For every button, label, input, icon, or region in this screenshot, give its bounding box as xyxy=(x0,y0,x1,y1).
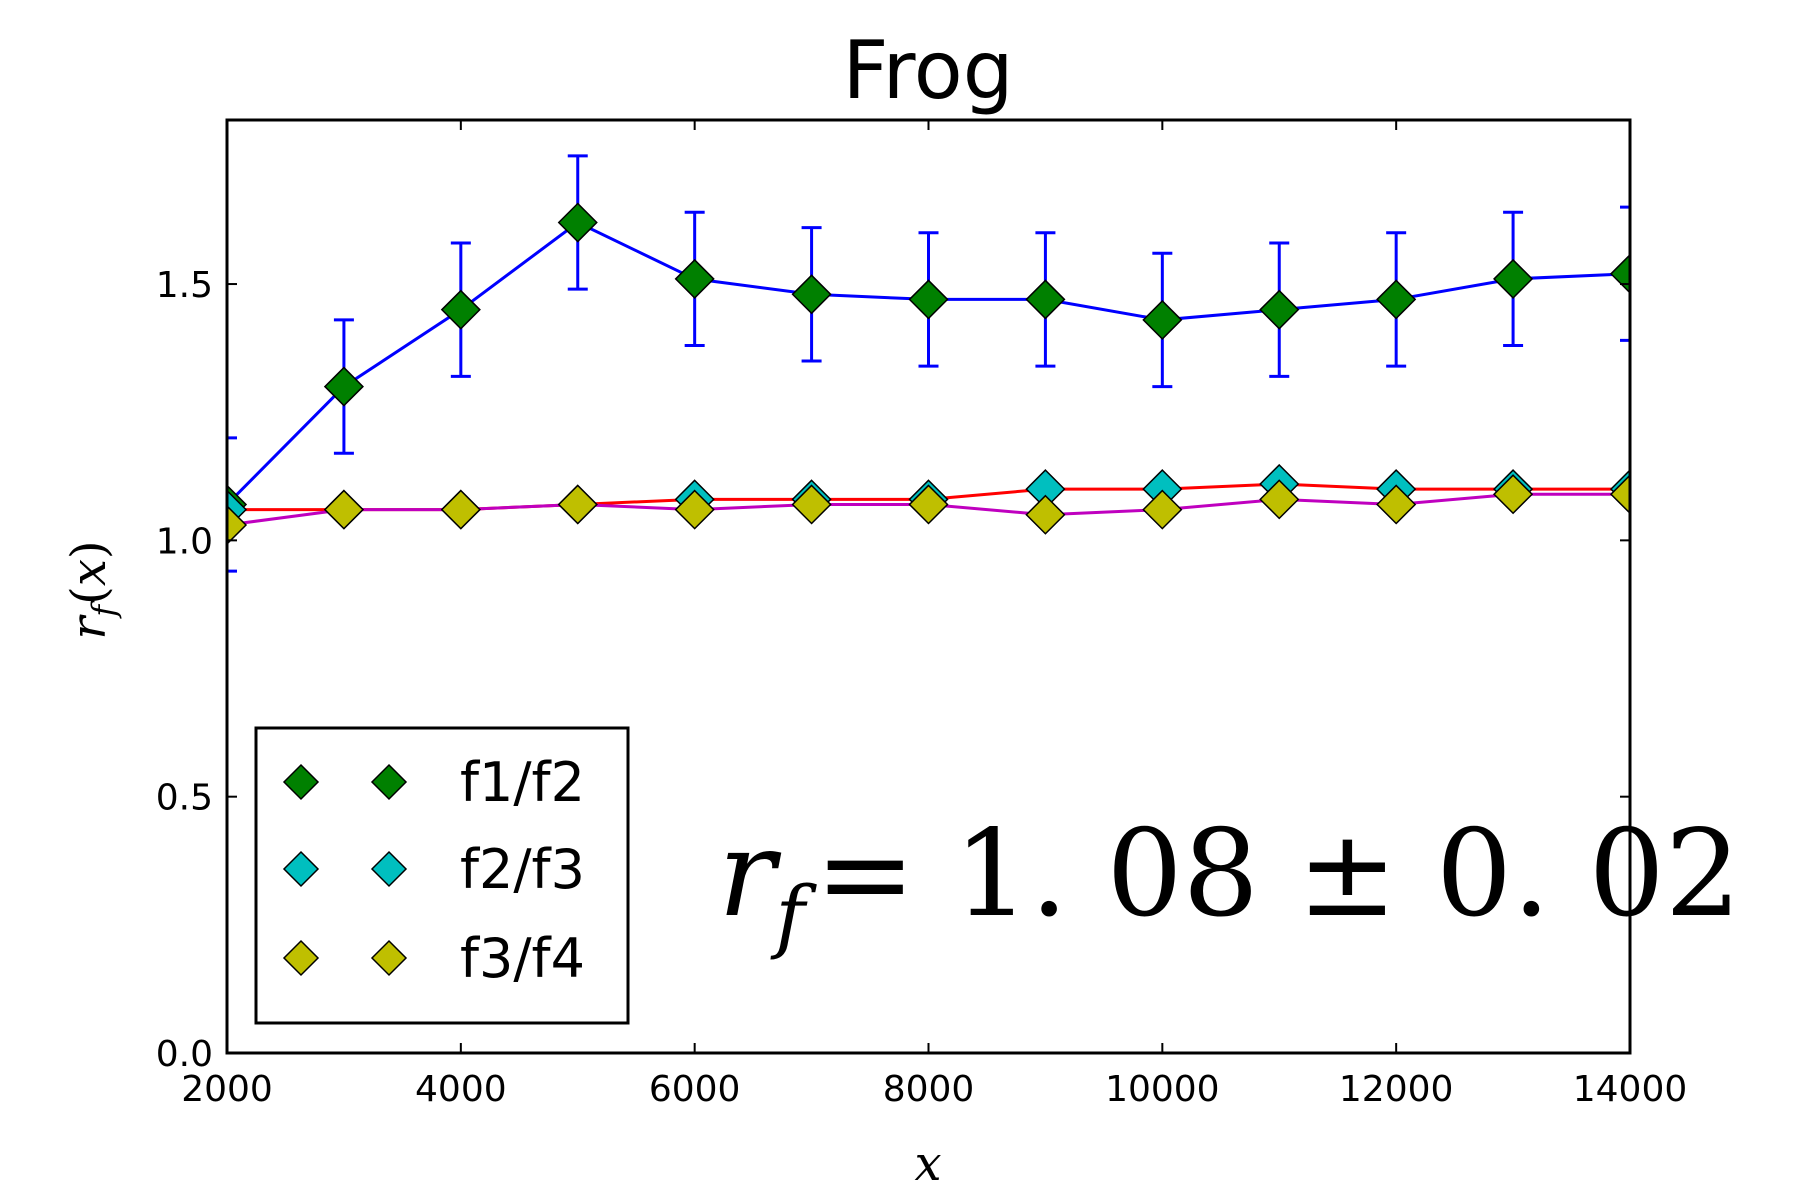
series-f1-f2-point xyxy=(557,202,598,243)
annotation-value: = 1. 08 ± 0. 02 xyxy=(815,805,1741,944)
legend-marker xyxy=(370,939,408,977)
series-f3-f4-point xyxy=(323,489,364,530)
legend-marker xyxy=(282,850,320,888)
x-tick-label: 10000 xyxy=(1105,1069,1220,1110)
chart-title: Frog xyxy=(842,24,1013,117)
x-tick-label: 14000 xyxy=(1573,1069,1688,1110)
series-f1-f2-markers xyxy=(227,202,1630,525)
series-f1-f2-point xyxy=(674,258,715,299)
series-f3-f4-point xyxy=(227,504,248,546)
series-f3-f4-markers xyxy=(227,474,1630,546)
legend-marker xyxy=(370,763,408,801)
legend-label: f3/f4 xyxy=(460,927,585,990)
series-f3-f4-point xyxy=(674,489,715,530)
series-f3-f4-point xyxy=(1259,479,1300,520)
y-axis-label-var: x xyxy=(61,559,117,586)
y-tick-label: 1.0 xyxy=(156,521,213,562)
series-f1-f2-point xyxy=(440,289,481,330)
series-f1-f2-point xyxy=(323,366,364,407)
series-group xyxy=(227,154,1630,573)
series-f3-f4-point xyxy=(557,484,598,525)
legend: f1/f2 f2/f3 f3/f4 xyxy=(254,726,630,1025)
y-axis-label-group: rf(x) xyxy=(61,540,123,639)
series-f3-f4-point xyxy=(1609,474,1630,515)
x-tick-label: 4000 xyxy=(415,1069,507,1110)
y-tick-label: 0.0 xyxy=(156,1034,213,1075)
annotation: rf= 1. 08 ± 0. 02 xyxy=(718,805,1741,962)
x-tick-label: 12000 xyxy=(1339,1069,1454,1110)
y-axis-label-close: ) xyxy=(61,540,117,559)
series-f3-f4-point xyxy=(1142,489,1183,530)
legend-box xyxy=(254,726,630,1025)
series-f1-f2-point xyxy=(1142,299,1183,340)
x-tick-label: 2000 xyxy=(181,1069,273,1110)
x-tick-label: 6000 xyxy=(649,1069,741,1110)
x-axis-label: x xyxy=(914,1136,941,1192)
x-tick-label: 8000 xyxy=(883,1069,975,1110)
y-axis-label-arg: ( xyxy=(61,586,117,605)
series-f1-f2-point xyxy=(1025,279,1066,320)
series-f1-f2-point xyxy=(791,274,832,315)
series-f1-f2-point xyxy=(1376,279,1417,320)
series-f1-f2-point xyxy=(1259,289,1300,330)
legend-marker xyxy=(282,763,320,801)
y-axis-label: rf(x) xyxy=(61,540,123,639)
series-f1-f2-point xyxy=(1493,258,1534,299)
series-f3-f4-point xyxy=(791,484,832,525)
y-axis-label-symbol: r xyxy=(61,614,117,640)
series-f3-f4-point xyxy=(1376,484,1417,525)
legend-marker xyxy=(282,939,320,977)
series-f1-f2-point xyxy=(908,279,949,320)
series-f3-f4-point xyxy=(908,484,949,525)
series-f3-f4-point xyxy=(440,489,481,530)
annotation-symbol: r xyxy=(718,805,782,944)
axis-ticks: 2000 4000 6000 8000 10000 12000 14000 0.0 0.5 1.0… xyxy=(156,120,1688,1110)
series-f3-f4-point xyxy=(1025,494,1066,535)
legend-label: f1/f2 xyxy=(460,751,585,814)
series-f3-f4-point xyxy=(1493,474,1534,515)
annotation-text: rf= 1. 08 ± 0. 02 xyxy=(718,805,1741,962)
legend-marker xyxy=(370,850,408,888)
y-tick-label: 1.5 xyxy=(156,265,213,306)
plot-area xyxy=(227,154,1630,573)
legend-label: f2/f3 xyxy=(460,838,585,901)
legend-entries: f1/f2 f2/f3 f3/f4 xyxy=(282,751,585,990)
y-tick-label: 0.5 xyxy=(156,778,213,819)
